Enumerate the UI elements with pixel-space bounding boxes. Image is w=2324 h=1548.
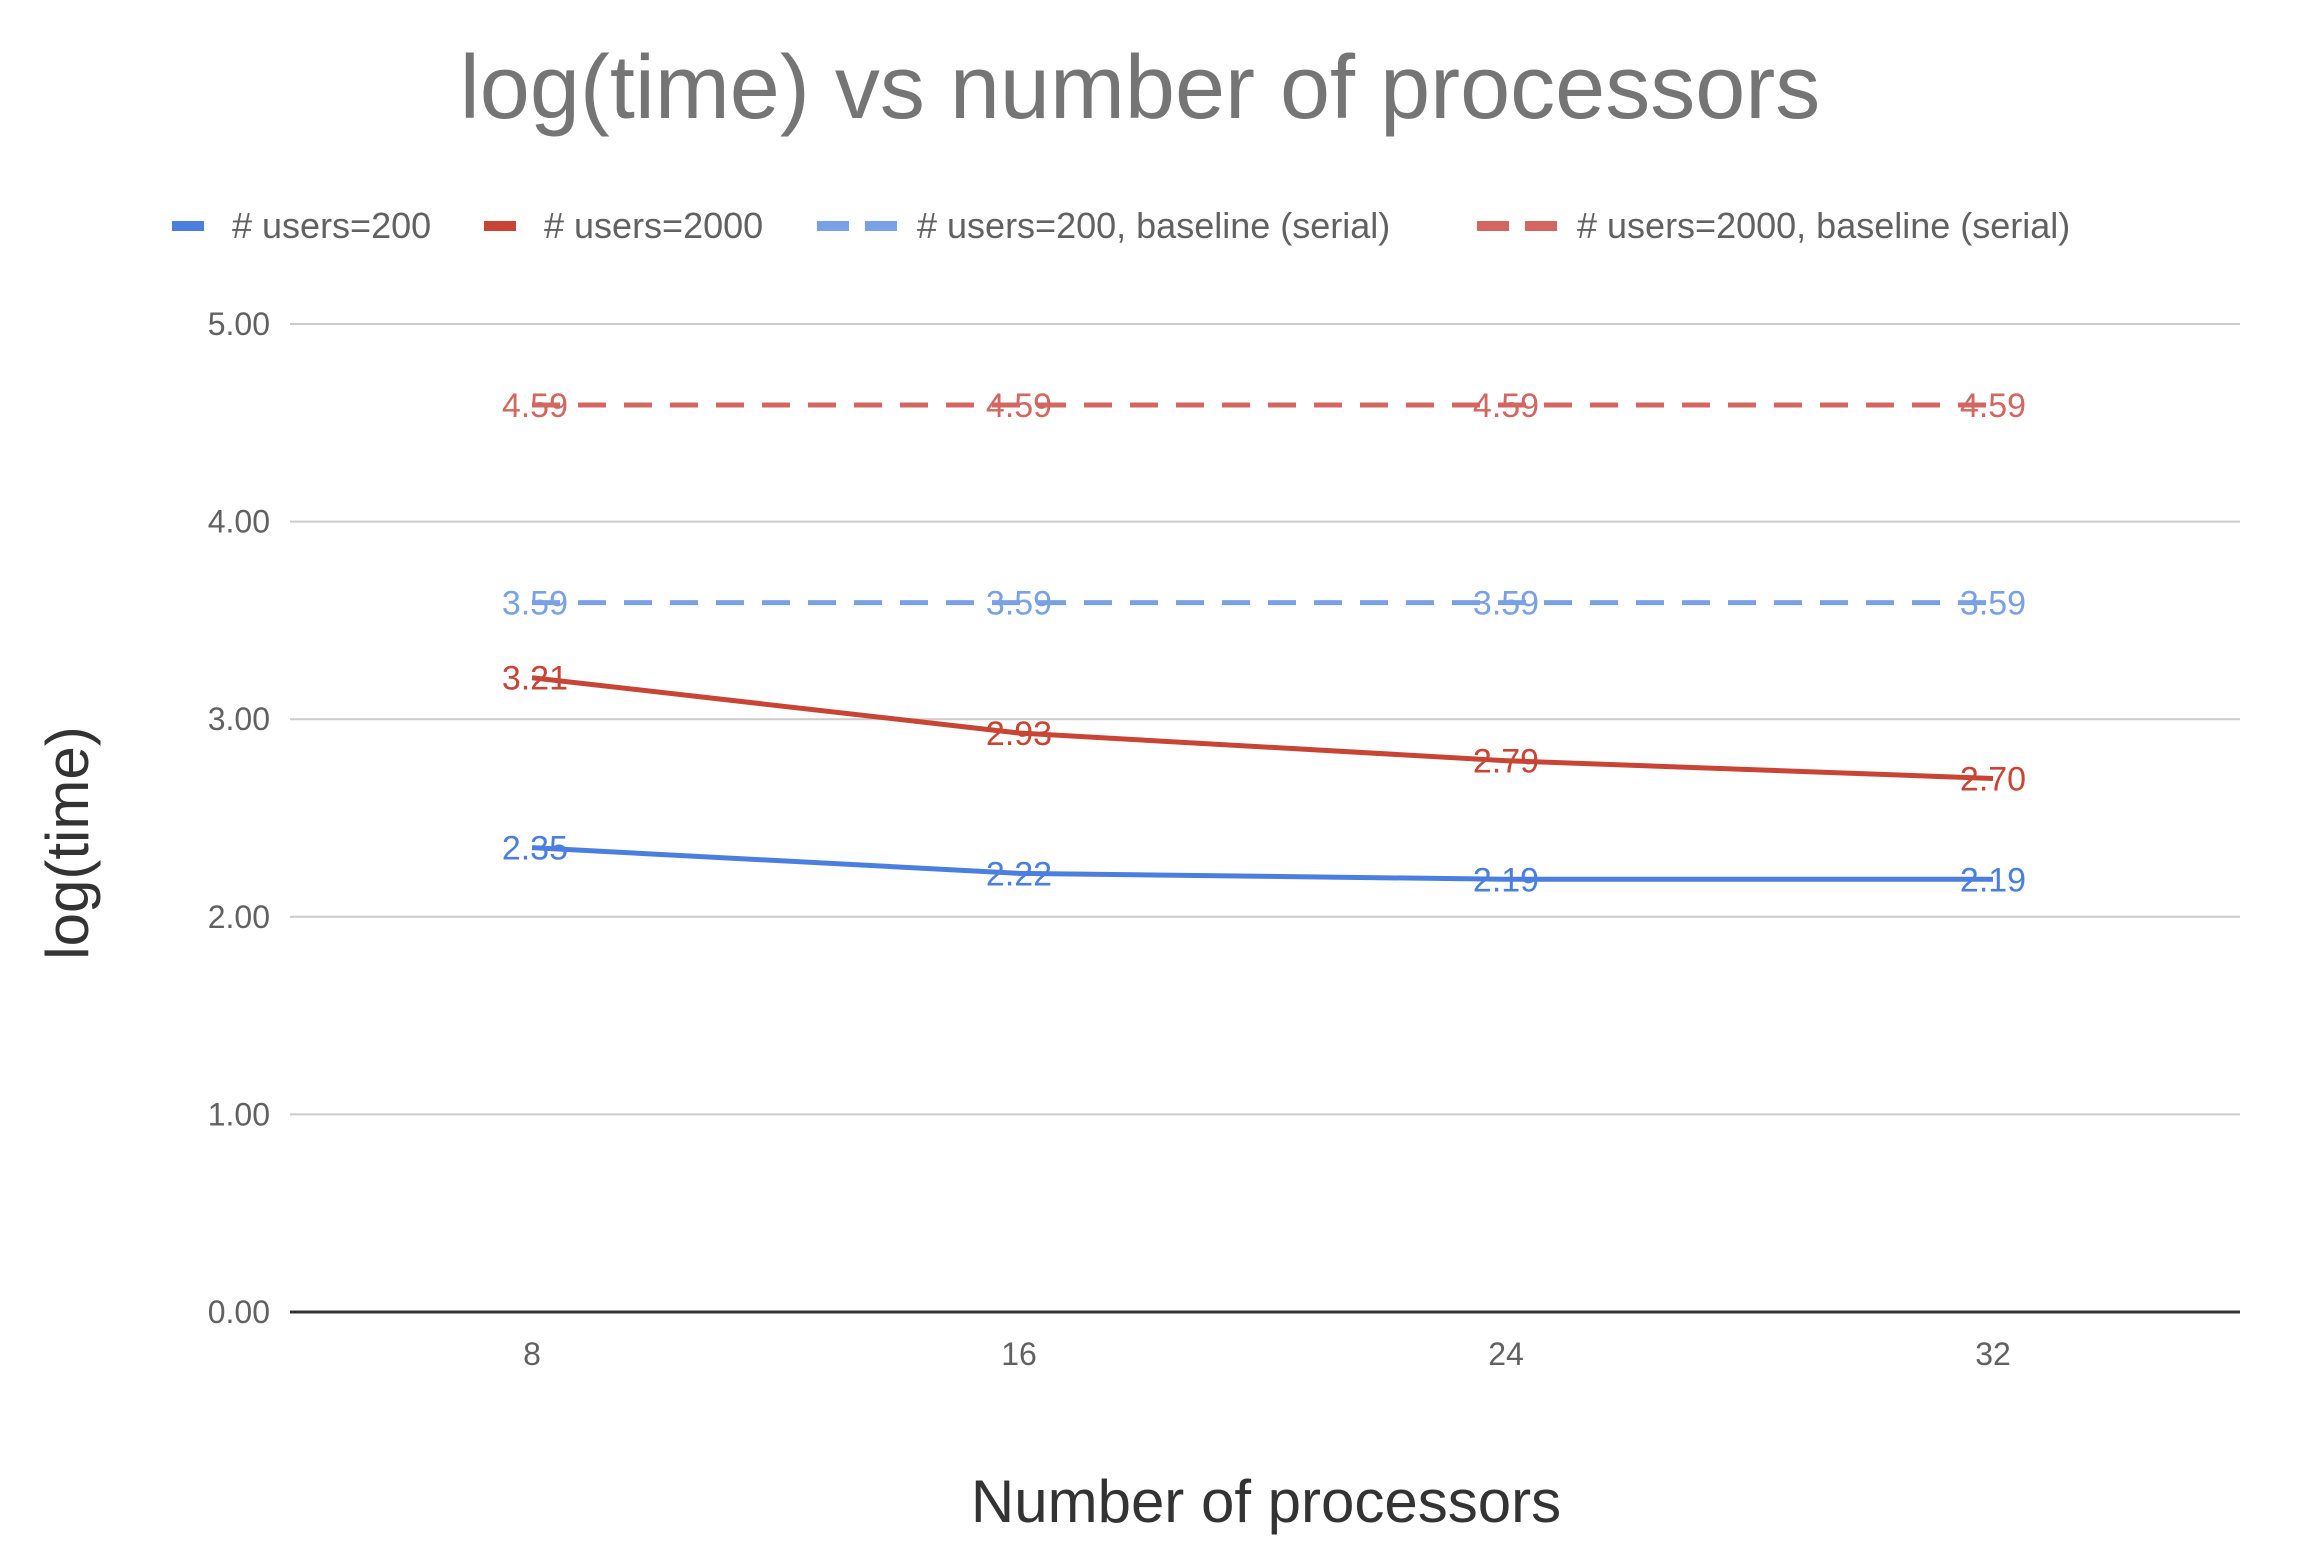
legend-label: # users=200 — [232, 205, 431, 246]
y-tick-label: 1.00 — [208, 1096, 270, 1132]
data-label: 2.93 — [986, 715, 1052, 753]
chart-title: log(time) vs number of processors — [460, 38, 1820, 138]
legend-item: # users=200, baseline (serial) — [817, 205, 1390, 246]
data-label: 3.59 — [986, 585, 1052, 623]
y-tick-label: 2.00 — [208, 899, 270, 935]
legend-item: # users=2000 — [484, 205, 763, 246]
data-label: 4.59 — [502, 387, 568, 425]
data-label: 2.19 — [1473, 861, 1539, 899]
legend-item: # users=200 — [172, 205, 431, 246]
y-tick-label: 0.00 — [208, 1294, 270, 1330]
gridlines — [290, 323, 2240, 1314]
y-tick-label: 5.00 — [208, 306, 270, 342]
data-label: 4.59 — [986, 387, 1052, 425]
data-labels: 2.35 2.22 2.19 2.19 3.21 2.93 2.79 2.70 3.59 3.59… — [502, 387, 2026, 899]
legend-label: # users=2000 — [544, 205, 763, 246]
series-lines — [531, 402, 1994, 882]
x-tick-label: 16 — [1001, 1336, 1037, 1372]
x-tick-label: 24 — [1488, 1336, 1524, 1372]
y-axis-ticks: 0.00 1.00 2.00 3.00 4.00 5.00 — [208, 306, 270, 1330]
y-tick-label: 3.00 — [208, 701, 270, 737]
data-label: 3.59 — [1960, 585, 2026, 623]
data-label: 4.59 — [1473, 387, 1539, 425]
x-axis-title: Number of processors — [971, 1468, 1561, 1535]
legend-item: # users=2000, baseline (serial) — [1477, 205, 2070, 246]
data-label: 3.21 — [502, 660, 568, 698]
data-label: 3.59 — [502, 585, 568, 623]
series-line — [531, 845, 1993, 882]
x-axis-ticks: 8 16 24 32 — [523, 1336, 2011, 1372]
series-line — [531, 675, 1994, 781]
y-axis-title: log(time) — [34, 726, 101, 959]
legend-label: # users=2000, baseline (serial) — [1577, 205, 2070, 246]
data-label: 2.79 — [1473, 743, 1539, 781]
x-tick-label: 8 — [523, 1336, 541, 1372]
data-label: 2.70 — [1960, 760, 2026, 798]
legend: # users=200 # users=2000 # users=200, base… — [172, 205, 2070, 246]
data-label: 3.59 — [1473, 585, 1539, 623]
data-label: 4.59 — [1960, 387, 2026, 425]
x-tick-label: 32 — [1975, 1336, 2011, 1372]
y-tick-label: 4.00 — [208, 504, 270, 540]
data-label: 2.35 — [502, 830, 568, 868]
data-label: 2.22 — [986, 855, 1052, 893]
legend-label: # users=200, baseline (serial) — [917, 205, 1390, 246]
data-label: 2.19 — [1960, 861, 2026, 899]
